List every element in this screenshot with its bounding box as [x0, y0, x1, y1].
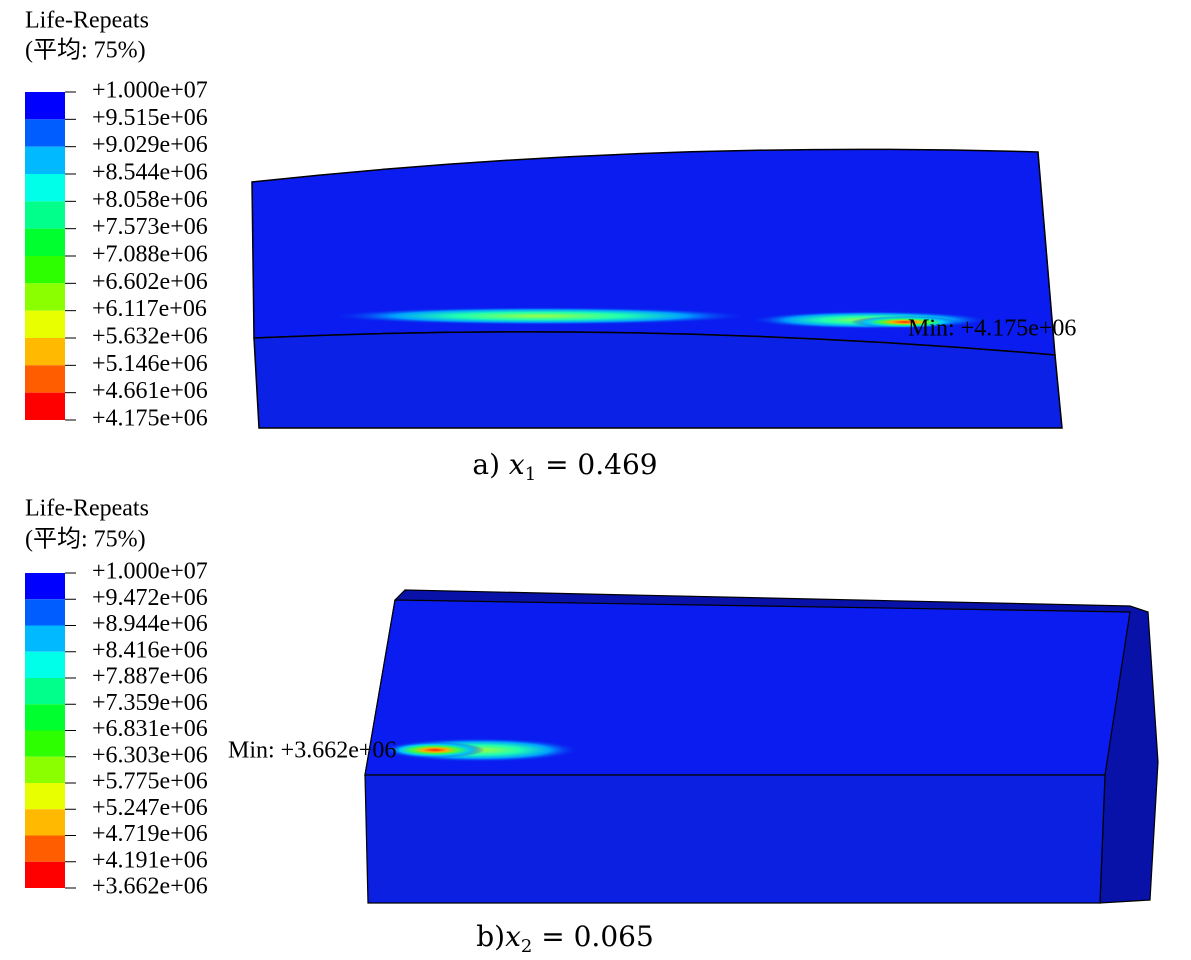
- legend-label: +8.944e+06: [92, 611, 208, 637]
- legend-swatch: [25, 201, 65, 229]
- legend-swatch: [25, 119, 65, 147]
- legend-label: +8.544e+06: [92, 160, 208, 186]
- legend-swatch: [25, 146, 65, 174]
- legend-label: +5.247e+06: [92, 795, 208, 821]
- caption-prefix: a): [472, 448, 509, 481]
- legend-label: +6.303e+06: [92, 742, 208, 768]
- caption-rest: = 0.469: [536, 448, 657, 481]
- caption-sub: 1: [525, 464, 536, 485]
- legend-swatch: [25, 678, 65, 705]
- legend-label: +7.573e+06: [92, 214, 208, 240]
- legend-label: +5.146e+06: [92, 351, 208, 377]
- caption-var: x: [509, 448, 525, 481]
- legend-swatch: [25, 599, 65, 626]
- legend-swatch: [25, 283, 65, 311]
- legend-swatch: [25, 228, 65, 256]
- legend-label: +3.662e+06: [92, 874, 208, 900]
- legend-swatch: [25, 704, 65, 731]
- legend-swatch: [25, 756, 65, 783]
- min-annotation: Min: +3.662e+06: [228, 738, 396, 764]
- legend-label: +7.887e+06: [92, 664, 208, 690]
- part-a: [251, 148, 1063, 429]
- legend-swatch: [25, 310, 65, 338]
- legend-label: +8.058e+06: [92, 187, 208, 213]
- legend-label: +9.515e+06: [92, 105, 208, 131]
- legend-swatch: [25, 730, 65, 757]
- caption-var: x: [505, 920, 521, 953]
- min-annotation: Min: +4.175e+06: [908, 316, 1076, 342]
- legend: Life-Repeats (平均: 75%) +1.000e+07+9.515e+0…: [25, 8, 208, 432]
- legend-title: Life-Repeats: [25, 8, 149, 34]
- legend-label: +6.117e+06: [92, 296, 207, 322]
- legend-swatch: [25, 809, 65, 836]
- legend-label: +4.719e+06: [92, 821, 208, 847]
- legend-swatch: [25, 573, 65, 600]
- legend-swatch: [25, 783, 65, 810]
- legend-label: +8.416e+06: [92, 637, 208, 663]
- part-b: [364, 589, 1159, 904]
- legend-label: +1.000e+07: [92, 78, 208, 104]
- legend-swatch: [25, 861, 65, 888]
- legend-swatch: [25, 365, 65, 393]
- legend-label: +4.661e+06: [92, 378, 208, 404]
- caption-prefix: b): [476, 920, 505, 953]
- legend-swatch: [25, 835, 65, 862]
- legend-swatch: [25, 651, 65, 678]
- legend: Life-Repeats (平均: 75%) +1.000e+07+9.472e+0…: [25, 496, 208, 900]
- caption-rest: = 0.065: [532, 920, 653, 953]
- caption: b)x2 = 0.065: [476, 920, 654, 957]
- legend-title: Life-Repeats: [25, 496, 149, 522]
- caption-sub: 2: [521, 936, 532, 957]
- legend-swatch: [25, 625, 65, 652]
- legend-label: +7.359e+06: [92, 690, 208, 716]
- legend-label: +6.602e+06: [92, 269, 208, 295]
- legend-swatch: [25, 174, 65, 202]
- legend-subtitle: (平均: 75%): [25, 37, 146, 64]
- legend-label: +5.775e+06: [92, 769, 208, 795]
- legend-swatch: [25, 338, 65, 366]
- legend-label: +1.000e+07: [92, 559, 208, 585]
- legend-subtitle: (平均: 75%): [25, 526, 146, 553]
- legend-label: +9.029e+06: [92, 132, 208, 158]
- legend-label: +4.191e+06: [92, 847, 208, 873]
- legend-swatch: [25, 256, 65, 284]
- caption: a) x1 = 0.469: [472, 448, 657, 485]
- legend-label: +7.088e+06: [92, 242, 208, 268]
- legend-swatch: [25, 392, 65, 420]
- legend-swatch: [25, 92, 65, 120]
- legend-label: +6.831e+06: [92, 716, 208, 742]
- legend-label: +9.472e+06: [92, 585, 208, 611]
- legend-label: +4.175e+06: [92, 406, 208, 432]
- legend-label: +5.632e+06: [92, 324, 208, 350]
